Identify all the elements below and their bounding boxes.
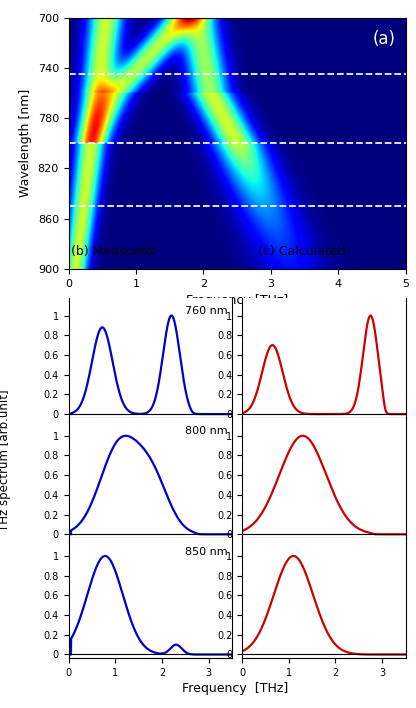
Text: 800 nm: 800 nm bbox=[185, 426, 227, 436]
Text: (c) Calculated: (c) Calculated bbox=[258, 246, 345, 258]
Text: (b) Measured: (b) Measured bbox=[71, 246, 154, 258]
Text: Frequency  [THz]: Frequency [THz] bbox=[182, 683, 288, 695]
Text: 850 nm: 850 nm bbox=[185, 547, 227, 556]
Text: 760 nm: 760 nm bbox=[185, 307, 227, 316]
Y-axis label: Wavelength [nm]: Wavelength [nm] bbox=[19, 89, 32, 198]
Text: THz spectrum [arb.unit]: THz spectrum [arb.unit] bbox=[0, 389, 11, 531]
Text: (a): (a) bbox=[372, 30, 396, 48]
X-axis label: Frequency [THz]: Frequency [THz] bbox=[186, 295, 288, 307]
